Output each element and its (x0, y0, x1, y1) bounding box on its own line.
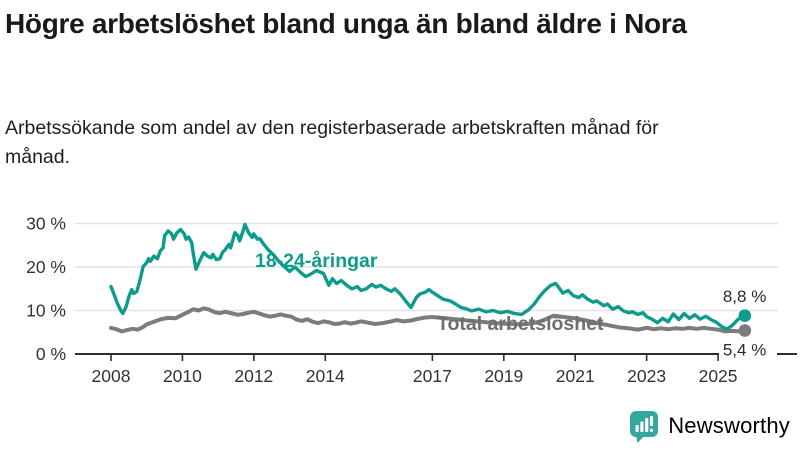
page-title: Högre arbetslöshet bland unga än bland ä… (5, 8, 687, 39)
x-tick-label: 2010 (163, 366, 202, 386)
y-tick-label: 20 % (26, 257, 66, 277)
x-tick-label: 2008 (92, 366, 131, 386)
series-label-youth: 18-24-åringar (255, 249, 378, 272)
end-value-label-youth: 8,8 % (723, 287, 766, 306)
newsworthy-wordmark: Newsworthy (668, 413, 790, 438)
y-tick-label: 30 % (26, 214, 66, 234)
newsworthy-logo: Newsworthy (629, 409, 790, 443)
unemployment-line-chart: 2008 2010 2012 2014 2017 2019 2021 2023 2025 0 % 1… (26, 214, 797, 386)
x-tick-label: 2019 (484, 366, 523, 386)
newsworthy-icon (630, 410, 659, 443)
y-tick-label: 10 % (26, 301, 66, 321)
series-line-total_line (109, 306, 747, 334)
x-tick-label: 2023 (627, 366, 666, 386)
end-dot-total_line (738, 324, 752, 337)
page-subtitle: Arbetssökande som andel av den registerb… (5, 117, 659, 169)
end-dot-youth (738, 309, 752, 323)
end-value-label-total_line: 5,4 % (723, 341, 766, 360)
series-line-youth (109, 222, 747, 331)
x-tick-label: 2014 (306, 366, 345, 386)
series-label-total_line: Total arbetslöshet (437, 313, 604, 335)
x-tick-label: 2012 (234, 366, 273, 386)
x-tick-label: 2021 (556, 366, 595, 386)
label-backplate (719, 344, 777, 359)
y-tick-label: 0 % (36, 344, 66, 364)
chart-area: 2008 2010 2012 2014 2017 2019 2021 2023 2025 0 % 1… (0, 198, 800, 398)
x-tick-label: 2017 (413, 366, 452, 386)
x-tick-label: 2025 (699, 366, 738, 386)
